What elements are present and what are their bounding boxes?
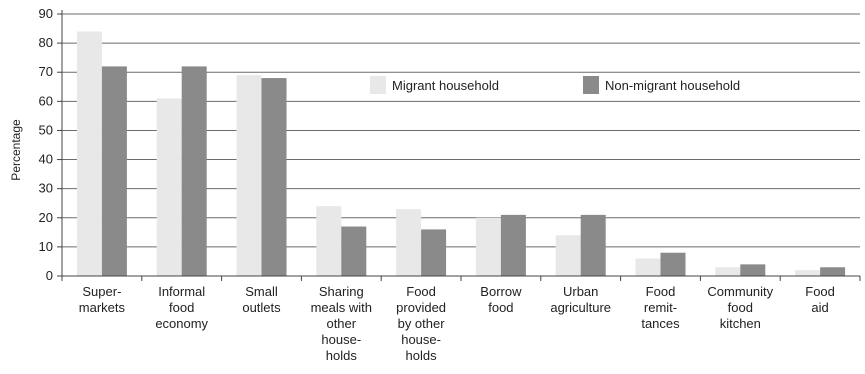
x-category-label-line: Sharing bbox=[319, 284, 364, 299]
bar-migrant-3 bbox=[316, 206, 342, 276]
x-category-label-line: Informal bbox=[158, 284, 205, 299]
x-category-label-line: Borrow bbox=[480, 284, 522, 299]
x-category-label: Community food kitchen bbox=[707, 284, 773, 331]
y-tick-label: 0 bbox=[46, 268, 53, 283]
x-category-label: Food provided by other house-holds bbox=[396, 284, 446, 363]
x-category-label-line: other bbox=[326, 316, 356, 331]
x-category-label-line: agriculture bbox=[550, 300, 611, 315]
bar-migrant-5 bbox=[475, 217, 501, 276]
bar-migrant-4 bbox=[396, 209, 422, 276]
bar-non-migrant-0 bbox=[101, 66, 127, 277]
x-category-label-line: meals with bbox=[311, 300, 372, 315]
x-category-label-line: by other bbox=[398, 316, 446, 331]
x-category-label-line: Community bbox=[707, 284, 773, 299]
bar-migrant-6 bbox=[555, 235, 581, 276]
x-category-label: Small outlets bbox=[242, 284, 281, 315]
x-category-label-line: markets bbox=[79, 300, 126, 315]
bar-non-migrant-2 bbox=[261, 78, 287, 277]
x-category-label-line: Small bbox=[245, 284, 278, 299]
x-category-label-line: holds bbox=[406, 348, 438, 363]
x-category-label-line: Food bbox=[406, 284, 436, 299]
bar-migrant-9 bbox=[795, 270, 821, 276]
x-category-label-line: house- bbox=[321, 332, 361, 347]
y-tick-label: 90 bbox=[39, 6, 53, 21]
x-category-label-line: holds bbox=[326, 348, 358, 363]
y-tick-labels: 0 10 20 30 40 50 60 70 80 90 bbox=[39, 6, 53, 283]
legend-swatch-non-migrant bbox=[583, 76, 599, 94]
y-tick-label: 10 bbox=[39, 239, 53, 254]
bar-non-migrant-8 bbox=[740, 264, 766, 276]
bar-non-migrant-6 bbox=[580, 214, 606, 276]
x-category-label-line: Food bbox=[805, 284, 835, 299]
y-tick-label: 60 bbox=[39, 93, 53, 108]
legend-label-migrant: Migrant household bbox=[392, 78, 499, 93]
bar-migrant-1 bbox=[156, 98, 182, 276]
x-category-label: Sharing meals with other house-holds bbox=[311, 284, 372, 363]
y-axis-title: Percentage bbox=[9, 119, 23, 181]
x-category-label: Food aid bbox=[805, 284, 835, 315]
y-tick-label: 20 bbox=[39, 210, 53, 225]
x-category-label-line: economy bbox=[155, 316, 208, 331]
x-category-label: Food remit-tances bbox=[641, 284, 680, 331]
x-category-label-line: provided bbox=[396, 300, 446, 315]
x-category-label-line: kitchen bbox=[720, 316, 761, 331]
x-category-label: Urban agriculture bbox=[550, 284, 611, 315]
x-category-label-line: tances bbox=[641, 316, 680, 331]
y-tick-label: 80 bbox=[39, 35, 53, 50]
x-category-label-line: house- bbox=[401, 332, 441, 347]
bar-migrant-0 bbox=[76, 31, 102, 276]
legend: Migrant household Non-migrant household bbox=[370, 76, 740, 94]
axes bbox=[57, 10, 861, 281]
bar-migrant-8 bbox=[715, 267, 741, 276]
x-category-label-line: Urban bbox=[563, 284, 598, 299]
x-category-label: Informal food economy bbox=[155, 284, 208, 331]
x-category-label-line: Food bbox=[646, 284, 676, 299]
bars bbox=[76, 31, 846, 277]
x-category-label-line: aid bbox=[811, 300, 828, 315]
bar-non-migrant-1 bbox=[181, 66, 207, 277]
x-category-label-line: remit- bbox=[644, 300, 677, 315]
bar-non-migrant-5 bbox=[500, 214, 526, 276]
x-category-label-line: food bbox=[728, 300, 753, 315]
bar-non-migrant-9 bbox=[820, 267, 846, 276]
x-category-label-line: Super- bbox=[82, 284, 121, 299]
y-tick-label: 70 bbox=[39, 64, 53, 79]
legend-label-non-migrant: Non-migrant household bbox=[605, 78, 740, 93]
x-category-label-line: food bbox=[488, 300, 513, 315]
y-tick-label: 50 bbox=[39, 122, 53, 137]
legend-swatch-migrant bbox=[370, 76, 386, 94]
x-category-label: Borrow food bbox=[480, 284, 522, 315]
bar-non-migrant-3 bbox=[341, 226, 367, 276]
x-category-label-line: food bbox=[169, 300, 194, 315]
x-category-label-line: outlets bbox=[242, 300, 281, 315]
y-tick-label: 40 bbox=[39, 152, 53, 167]
y-tick-label: 30 bbox=[39, 181, 53, 196]
bar-non-migrant-7 bbox=[660, 252, 686, 276]
bar-migrant-2 bbox=[236, 75, 262, 276]
bar-migrant-7 bbox=[635, 258, 661, 276]
x-category-label: Super-markets bbox=[79, 284, 126, 315]
bar-non-migrant-4 bbox=[421, 229, 447, 276]
